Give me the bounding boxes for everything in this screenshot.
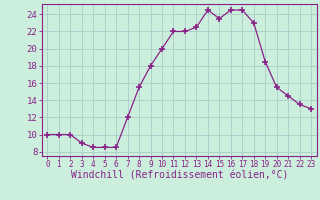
X-axis label: Windchill (Refroidissement éolien,°C): Windchill (Refroidissement éolien,°C) [70,171,288,181]
